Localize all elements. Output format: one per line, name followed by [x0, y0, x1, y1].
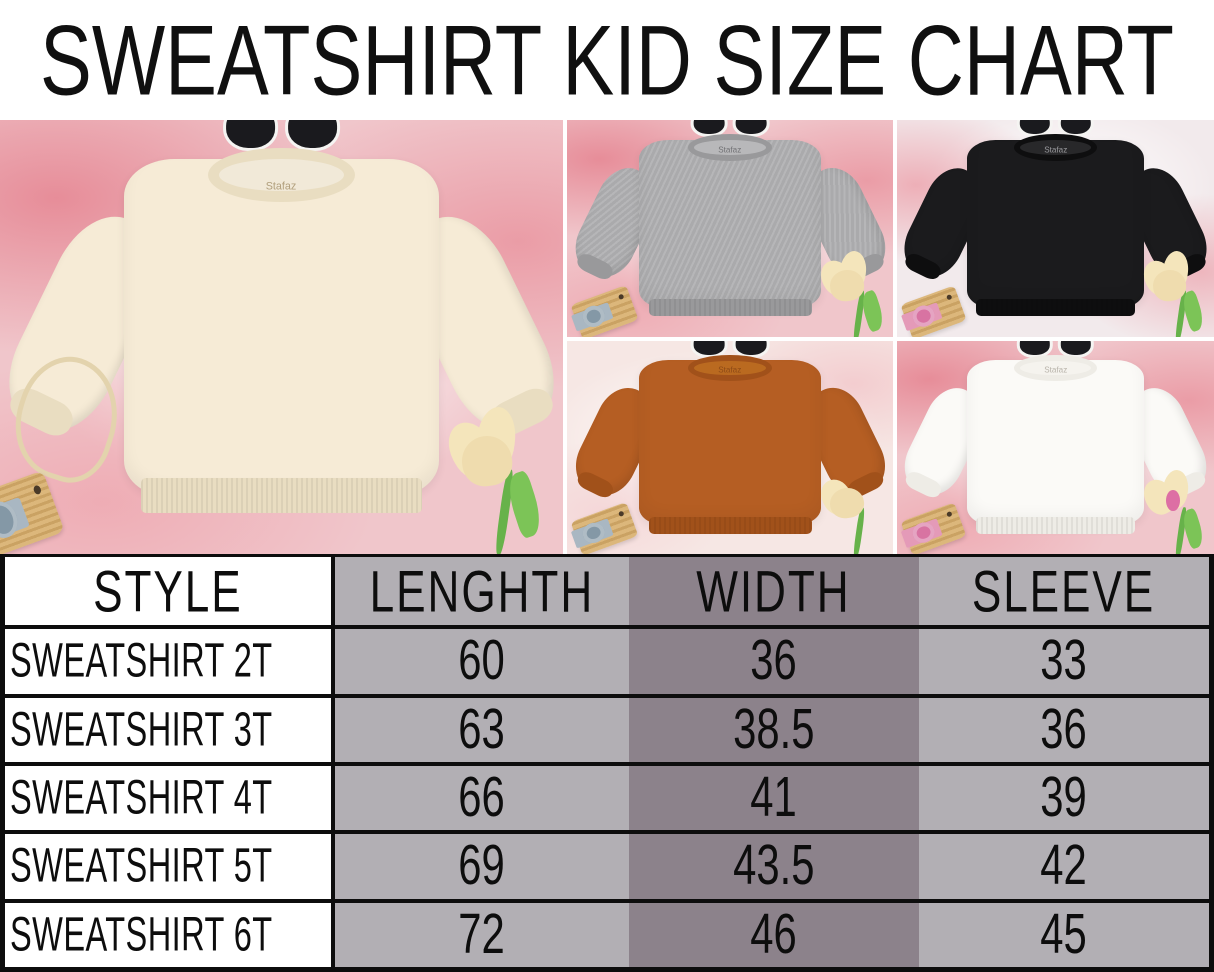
sweatshirt-waistband [648, 516, 812, 534]
sweatshirt-body [966, 360, 1145, 527]
row-2t-sleeve: 33 [918, 625, 1209, 694]
photo-black-sweatshirt: Stafaz [897, 120, 1214, 337]
header-length: LENGHTH [334, 557, 629, 626]
toy-camera-prop [900, 502, 967, 554]
sweatshirt-waistband [648, 299, 812, 317]
photo-gray-sweatshirt: Stafaz [567, 120, 893, 337]
tulip-flower-prop [815, 465, 883, 554]
sunglasses-prop [220, 120, 344, 155]
row-6t-width: 46 [628, 898, 919, 967]
tulip-flower-prop [1137, 246, 1208, 337]
brand-tag: Stafaz [266, 180, 297, 193]
row-2t-width: 36 [628, 625, 919, 694]
row-3t-sleeve: 36 [918, 693, 1209, 762]
row-4t-length: 66 [334, 762, 629, 831]
row-4t-width: 41 [628, 762, 919, 831]
brand-tag: Stafaz [1043, 365, 1067, 375]
sweatshirt-waistband [976, 516, 1135, 534]
tulip-flower-prop [815, 246, 887, 337]
tulip-flower-prop [439, 398, 547, 554]
row-4t-sleeve: 39 [918, 762, 1209, 831]
sweatshirt-collar: Stafaz [1014, 354, 1097, 382]
photo-white-sweatshirt: Stafaz [897, 341, 1214, 554]
row-6t-sleeve: 45 [918, 898, 1209, 967]
sweatshirt-body [966, 139, 1145, 309]
row-5t-length: 69 [334, 830, 629, 899]
header-width: WIDTH [628, 557, 919, 626]
title-banner: SWEATSHIRT KID SIZE CHART [0, 0, 1214, 120]
brand-tag: Stafaz [718, 365, 742, 375]
sweatshirt-body [638, 139, 822, 309]
sweatshirt-body [638, 360, 822, 527]
sweatshirt-waistband [976, 299, 1135, 317]
toy-camera-prop [570, 502, 639, 554]
sweatshirt-collar: Stafaz [208, 148, 355, 203]
brand-tag: Stafaz [718, 145, 742, 155]
photo-cream-sweatshirt: Stafaz [0, 120, 563, 554]
page-title: SWEATSHIRT KID SIZE CHART [39, 4, 1175, 116]
sweatshirt-waistband [140, 478, 423, 513]
sweatshirt-collar: Stafaz [687, 354, 773, 382]
sweatshirt-body [123, 159, 440, 498]
row-5t-style: SWEATSHIRT 5T [5, 830, 335, 899]
brand-tag: Stafaz [1043, 145, 1067, 155]
row-3t-length: 63 [334, 693, 629, 762]
row-3t-width: 38.5 [628, 693, 919, 762]
row-2t-length: 60 [334, 625, 629, 694]
row-5t-sleeve: 42 [918, 830, 1209, 899]
header-sleeve: SLEEVE [918, 557, 1209, 626]
sweatshirt-collar: Stafaz [687, 134, 773, 162]
header-style: STYLE [5, 557, 335, 626]
row-2t-style: SWEATSHIRT 2T [5, 625, 335, 694]
photo-collage: Stafaz Stafaz [0, 120, 1214, 554]
toy-camera-prop [0, 470, 66, 554]
toy-camera-prop [900, 284, 967, 337]
row-5t-width: 43.5 [628, 830, 919, 899]
row-3t-style: SWEATSHIRT 3T [5, 693, 335, 762]
size-table: STYLE LENGHTH WIDTH SLEEVE SWEATSHIRT 2T… [0, 554, 1214, 972]
row-4t-style: SWEATSHIRT 4T [5, 762, 335, 831]
row-6t-style: SWEATSHIRT 6T [5, 898, 335, 967]
sweatshirt-collar: Stafaz [1014, 134, 1097, 162]
photo-rust-sweatshirt: Stafaz [567, 341, 893, 554]
row-6t-length: 72 [334, 898, 629, 967]
sunglasses-prop [688, 341, 773, 360]
tulip-flower-prop [1138, 465, 1208, 554]
toy-camera-prop [570, 284, 639, 337]
